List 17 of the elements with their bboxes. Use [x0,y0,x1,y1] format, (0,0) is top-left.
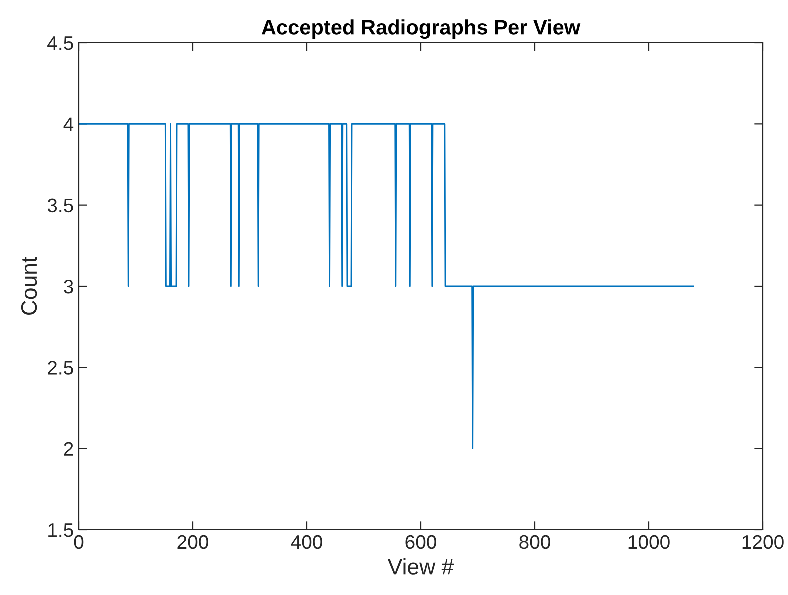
x-tick-label: 200 [178,535,208,550]
y-tick-label: 1.5 [48,524,74,538]
y-tick-label: 3 [64,280,74,294]
y-tick-label: 2 [64,442,74,456]
x-tick-label: 1200 [742,535,784,550]
x-tick-label: 1000 [628,535,670,550]
x-axis-title: View # [388,558,454,575]
chart-title: Accepted Radiographs Per View [262,20,581,40]
y-tick-label: 4 [64,118,74,132]
y-tick-label: 3.5 [48,198,74,213]
x-tick-label: 400 [291,535,322,550]
y-tick-label: 2.5 [48,361,74,375]
y-tick-label: 4.5 [48,36,74,50]
y-axis-title: Count [21,257,38,316]
x-tick-label: 800 [520,535,550,550]
x-tick-label: 0 [74,535,84,550]
x-tick-label: 600 [406,535,436,550]
